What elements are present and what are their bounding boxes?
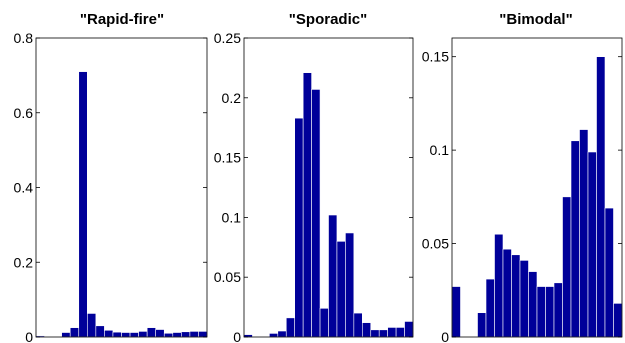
bar bbox=[172, 332, 182, 338]
bar bbox=[545, 286, 555, 338]
bar bbox=[485, 278, 495, 338]
y-tick-label: 0.1 bbox=[222, 209, 242, 225]
bar bbox=[451, 286, 461, 338]
bar bbox=[112, 331, 122, 338]
bar bbox=[311, 89, 321, 338]
axes-frame bbox=[451, 37, 623, 338]
bar bbox=[87, 313, 97, 338]
y-tick-label: 0.2 bbox=[14, 254, 34, 270]
bar bbox=[511, 254, 521, 338]
bar bbox=[198, 331, 208, 338]
bar bbox=[519, 260, 529, 338]
bar bbox=[553, 282, 563, 338]
y-tick-label: 0.6 bbox=[14, 105, 34, 121]
bar bbox=[181, 331, 191, 338]
y-tick-label: 0.05 bbox=[214, 269, 241, 285]
y-tick-label: 0.4 bbox=[14, 180, 34, 196]
bar bbox=[121, 332, 131, 338]
axes-frame bbox=[35, 37, 208, 338]
bar bbox=[613, 303, 623, 338]
bar bbox=[579, 129, 589, 338]
axes-frame bbox=[243, 37, 414, 338]
bar bbox=[294, 117, 304, 338]
bar bbox=[604, 207, 614, 338]
y-tick-label: 0.15 bbox=[422, 49, 449, 65]
bar bbox=[502, 248, 512, 338]
bar bbox=[395, 327, 405, 338]
bar bbox=[285, 317, 295, 338]
y-tick-label: 0 bbox=[233, 329, 241, 343]
bar bbox=[129, 332, 139, 338]
bar bbox=[370, 329, 380, 338]
bar bbox=[328, 214, 338, 338]
bar bbox=[494, 233, 504, 338]
y-tick-label: 0.25 bbox=[214, 30, 241, 46]
bar bbox=[189, 331, 199, 338]
chart-title: "Rapid-fire" bbox=[80, 11, 164, 28]
y-tick-label: 0.15 bbox=[214, 150, 241, 166]
y-tick-label: 0.2 bbox=[222, 90, 242, 106]
bar bbox=[95, 325, 105, 338]
chart-title: "Sporadic" bbox=[289, 11, 367, 28]
y-tick-label: 0.8 bbox=[14, 30, 34, 46]
chart-title: "Bimodal" bbox=[499, 11, 572, 28]
y-tick-label: 0 bbox=[441, 329, 449, 343]
bar bbox=[361, 322, 372, 338]
bar bbox=[562, 196, 572, 338]
bar bbox=[536, 286, 546, 338]
bar bbox=[345, 232, 355, 338]
bar bbox=[353, 312, 363, 338]
bar bbox=[138, 331, 148, 338]
bar bbox=[269, 333, 279, 338]
bar bbox=[378, 329, 388, 338]
bar bbox=[78, 71, 88, 338]
bar bbox=[404, 321, 414, 338]
bar bbox=[319, 307, 329, 338]
y-tick-label: 0 bbox=[25, 329, 33, 343]
bar bbox=[528, 271, 538, 338]
bar bbox=[570, 140, 580, 338]
bar bbox=[155, 329, 165, 338]
bar bbox=[596, 56, 606, 338]
bar bbox=[277, 330, 287, 338]
bar bbox=[477, 312, 487, 338]
bar bbox=[587, 151, 597, 338]
bar bbox=[387, 327, 397, 338]
bar bbox=[146, 327, 156, 338]
bar bbox=[104, 329, 114, 338]
bar bbox=[302, 72, 312, 338]
y-tick-label: 0.05 bbox=[422, 236, 449, 252]
bar bbox=[336, 241, 346, 338]
bar bbox=[163, 332, 174, 338]
bar bbox=[61, 332, 71, 338]
bar bbox=[69, 327, 80, 338]
y-tick-label: 0.1 bbox=[430, 142, 450, 158]
